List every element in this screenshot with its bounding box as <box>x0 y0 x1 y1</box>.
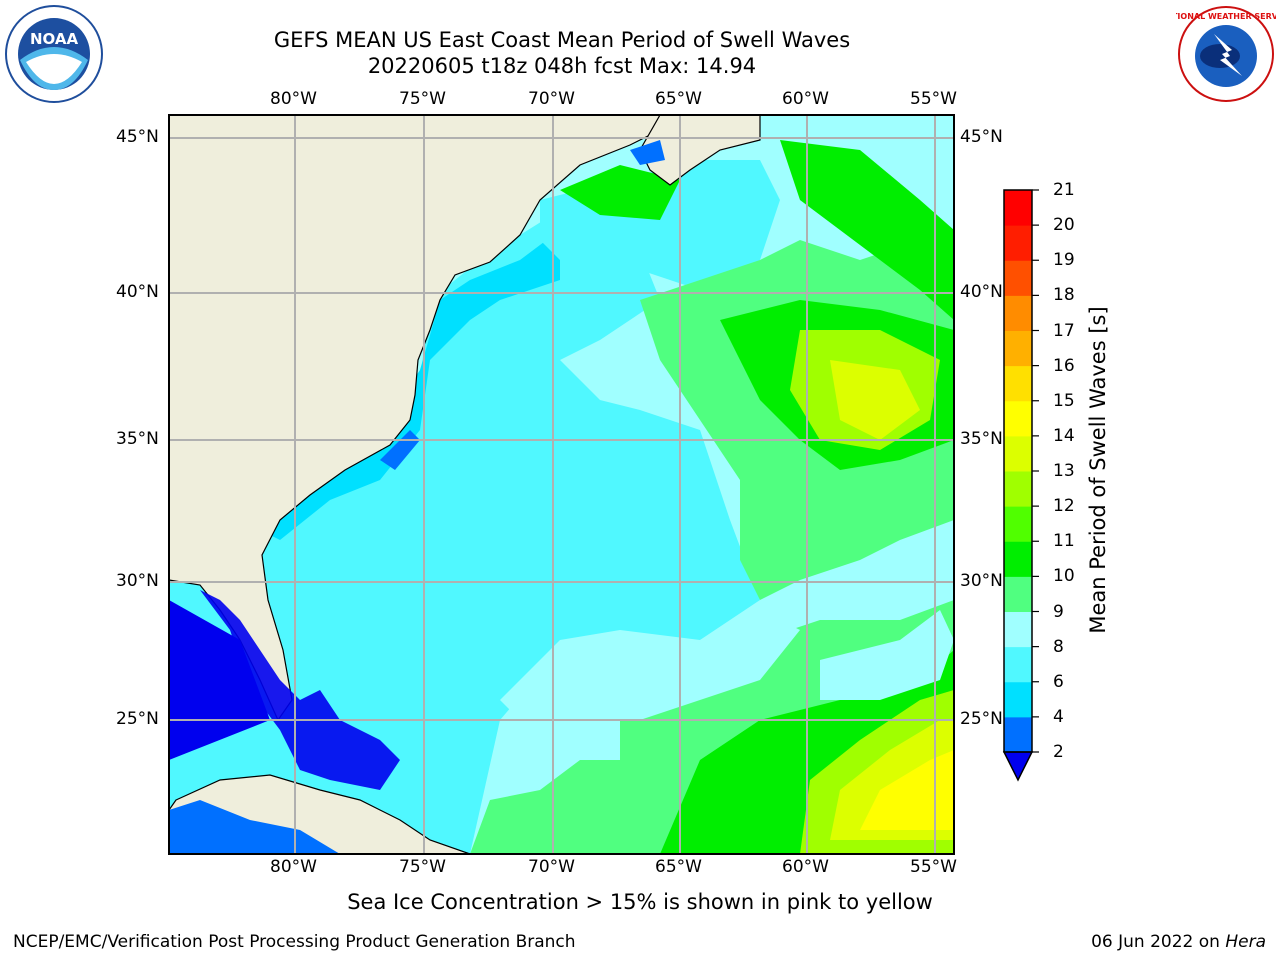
colorbar-band <box>1004 576 1032 612</box>
lon-tick-top: 60°W <box>782 89 829 109</box>
colorbar-band <box>1004 365 1032 402</box>
colorbar-tick-label: 9 <box>1053 601 1064 622</box>
colorbar-tick-label: 16 <box>1053 355 1075 376</box>
colorbar-band <box>1004 611 1032 648</box>
lon-tick-top: 55°W <box>910 89 957 109</box>
credit-right: 06 Jun 2022 on Hera <box>1091 932 1266 952</box>
region-south-9s <box>470 760 620 854</box>
lat-tick-left: 35°N <box>116 429 159 449</box>
map-frame <box>168 114 955 855</box>
chart-subtitle: 20220605 t18z 048h fcst Max: 14.94 <box>367 54 757 78</box>
lon-tick-top: 70°W <box>528 89 575 109</box>
colorbar-tick-label: 19 <box>1053 250 1075 271</box>
colorbar-tick-label: 8 <box>1053 636 1064 657</box>
colorbar-band <box>1004 646 1032 683</box>
colorbar-tick-label: 20 <box>1053 215 1075 236</box>
region-4s-fundy <box>630 140 665 165</box>
colorbar-tick-label: 10 <box>1053 566 1075 587</box>
lon-tick-bottom: 70°W <box>528 857 575 877</box>
colorbar-band <box>1004 435 1032 472</box>
colorbar-band <box>1004 260 1032 296</box>
lon-tick-bottom: 55°W <box>910 857 957 877</box>
region-2s-gulf <box>169 590 400 790</box>
colorbar-extend <box>1002 751 1034 782</box>
lat-tick-left: 45°N <box>116 127 159 147</box>
noaa-text: NOAA <box>30 30 79 48</box>
credit-left: NCEP/EMC/Verification Post Processing Pr… <box>13 932 576 952</box>
lon-tick-top: 80°W <box>270 89 317 109</box>
region-northeast-10s <box>780 140 954 320</box>
lon-tick-bottom: 80°W <box>270 857 317 877</box>
colorbar-band <box>1004 330 1032 367</box>
region-8s-south <box>500 610 800 740</box>
lat-tick-right: 40°N <box>960 282 1003 302</box>
map-field <box>169 115 954 854</box>
lon-tick-bottom: 75°W <box>399 857 446 877</box>
lat-tick-right: 45°N <box>960 127 1003 147</box>
colorbar-tick-label: 17 <box>1053 320 1075 341</box>
nws-text: NATIONAL WEATHER SERVICE <box>1176 12 1276 21</box>
noaa-logo: NOAA <box>5 5 103 103</box>
region-13s <box>830 360 920 440</box>
lat-tick-left: 25°N <box>116 709 159 729</box>
region-south-14s <box>860 750 954 830</box>
sea-ice-note: Sea Ice Concentration > 15% is shown in … <box>347 890 933 914</box>
colorbar-tick-label: 11 <box>1053 531 1075 552</box>
colorbar-band <box>1004 716 1032 753</box>
nws-logo: NATIONAL WEATHER SERVICE <box>1176 6 1276 102</box>
colorbar-band <box>1004 471 1032 507</box>
colorbar-tick-label: 15 <box>1053 390 1075 411</box>
colorbar-band <box>1004 295 1032 331</box>
lat-tick-left: 30°N <box>116 571 159 591</box>
colorbar-band <box>1004 541 1032 577</box>
colorbar-tick-label: 12 <box>1053 496 1075 517</box>
colorbar-tick-label: 2 <box>1053 742 1064 762</box>
lon-tick-bottom: 60°W <box>782 857 829 877</box>
lon-tick-top: 75°W <box>399 89 446 109</box>
colorbar-tick-label: 13 <box>1053 461 1075 481</box>
lat-tick-left: 40°N <box>116 282 159 302</box>
colorbar-label: Mean Period of Swell Waves [s] <box>1086 306 1110 634</box>
colorbar-band <box>1004 400 1032 437</box>
colorbar-tick-label: 21 <box>1053 180 1075 200</box>
colorbar-tick-label: 18 <box>1053 285 1075 306</box>
colorbar-band <box>1004 225 1032 261</box>
colorbar-tick-label: 4 <box>1053 706 1064 727</box>
colorbar-band <box>1004 190 1032 226</box>
colorbar <box>1002 189 1039 782</box>
graticule <box>169 115 954 854</box>
lon-tick-top: 65°W <box>655 89 702 109</box>
colorbar-band <box>1004 681 1032 718</box>
credit-host: Hera <box>1225 932 1266 952</box>
region-4s-cuba <box>169 800 340 854</box>
credit-date: 06 Jun 2022 on <box>1091 932 1220 952</box>
lat-tick-right: 25°N <box>960 709 1003 729</box>
colorbar-tick-label: 6 <box>1053 671 1064 692</box>
lat-tick-right: 35°N <box>960 429 1003 449</box>
lon-tick-bottom: 65°W <box>655 857 702 877</box>
region-8s-east <box>820 610 954 700</box>
chart-title: GEFS MEAN US East Coast Mean Period of S… <box>273 28 851 52</box>
lat-tick-right: 30°N <box>960 571 1003 591</box>
region-7s <box>169 200 760 854</box>
colorbar-tick-label: 14 <box>1053 425 1075 446</box>
colorbar-band <box>1004 506 1032 542</box>
region-gulf-maine-10s <box>560 165 680 220</box>
